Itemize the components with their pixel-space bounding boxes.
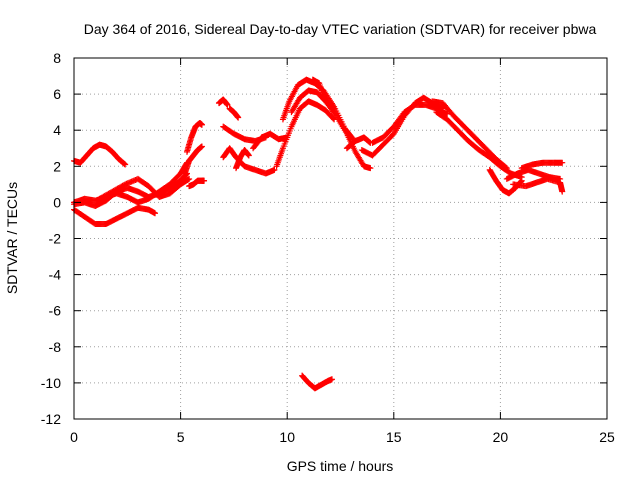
data-point <box>330 115 337 122</box>
series-arc-8 <box>183 119 205 155</box>
y-tick-label: -10 <box>41 375 61 391</box>
x-tick-label: 10 <box>279 429 295 445</box>
x-tick-label: 0 <box>70 429 78 445</box>
data-point <box>152 210 159 217</box>
y-tick-label: 6 <box>53 86 61 102</box>
series-arc-6 <box>186 177 208 190</box>
data-point <box>245 152 252 159</box>
series-arc-27 <box>510 175 566 195</box>
x-tick-label: 15 <box>386 429 402 445</box>
data-series <box>71 76 566 392</box>
series-arc-18 <box>309 76 338 112</box>
data-point <box>198 143 205 150</box>
data-point <box>328 376 335 383</box>
series-arc-13 <box>233 147 252 172</box>
data-point <box>444 110 451 117</box>
x-tick-label: 20 <box>493 429 509 445</box>
axis-ticks <box>73 57 608 420</box>
y-tick-label: 2 <box>53 158 61 174</box>
data-point <box>330 104 337 111</box>
series-arc-26 <box>518 159 566 172</box>
y-axis-label: SDTVAR / TECUs <box>4 182 20 294</box>
y-tick-label: -8 <box>49 339 62 355</box>
series-arc-5 <box>96 175 193 202</box>
y-tick-label: 4 <box>53 122 61 138</box>
series-arc-1 <box>71 141 129 168</box>
y-tick-label: -4 <box>49 267 62 283</box>
y-tick-label: 0 <box>53 194 61 210</box>
data-point <box>271 166 278 173</box>
grid-lines <box>74 58 607 419</box>
y-tick-label: -12 <box>41 411 61 427</box>
series-arc-23 <box>433 109 525 181</box>
series-arc-12 <box>220 145 278 177</box>
series-arc-28 <box>299 372 335 392</box>
y-tick-label: -2 <box>49 231 62 247</box>
x-tick-label: 25 <box>599 429 615 445</box>
data-point <box>224 101 231 108</box>
data-point <box>235 114 242 121</box>
tick-labels: 0 5 10 15 20 25 -12 -10 -8 -6 -4 -2 0 2 4 6 8 <box>41 50 615 445</box>
y-tick-label: 8 <box>53 50 61 66</box>
data-point <box>186 175 193 182</box>
data-point <box>331 105 338 112</box>
x-axis-label: GPS time / hours <box>287 458 394 474</box>
series-arc-9 <box>215 96 231 108</box>
chart-title: Day 364 of 2016, Sidereal Day-to-day VTE… <box>84 21 597 37</box>
series-arc-15 <box>273 98 338 170</box>
series-arc-2 <box>71 204 159 228</box>
data-point <box>559 159 566 166</box>
series-arc-21 <box>369 101 451 146</box>
series-arc-10 <box>226 105 242 121</box>
plot-frame <box>73 57 608 420</box>
data-point <box>122 161 129 168</box>
data-point <box>367 165 374 172</box>
data-point <box>559 188 566 195</box>
series-arc-7 <box>181 143 205 177</box>
data-point <box>198 121 205 128</box>
y-tick-label: -6 <box>49 303 62 319</box>
data-point <box>201 177 208 184</box>
x-tick-label: 5 <box>177 429 185 445</box>
